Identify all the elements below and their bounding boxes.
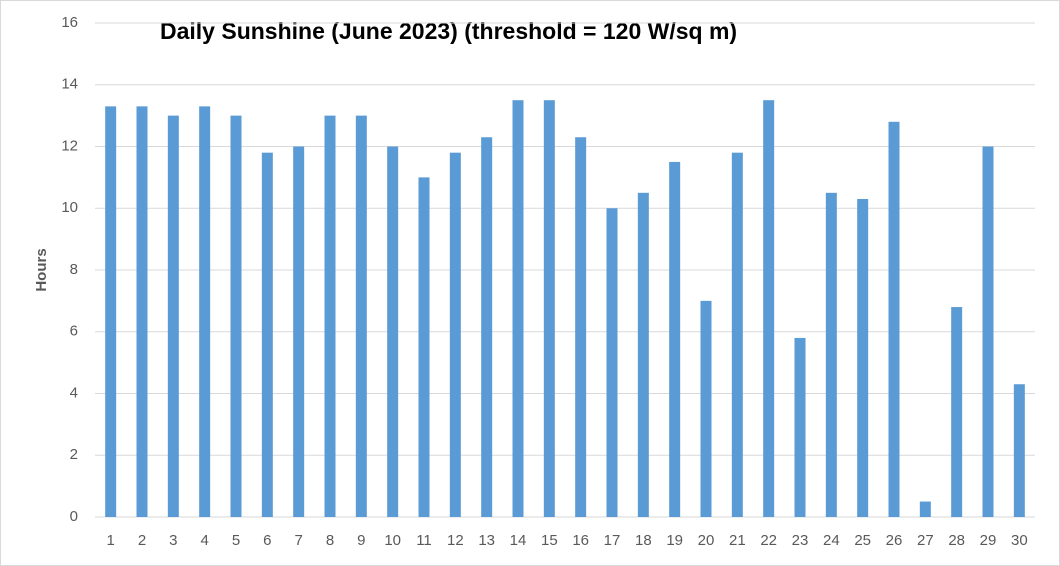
- x-tick-label: 18: [635, 532, 652, 549]
- bar: [700, 300, 712, 517]
- x-tick-label: 24: [823, 532, 840, 549]
- bar: [387, 146, 399, 517]
- bar: [136, 106, 148, 518]
- bar: [543, 100, 555, 517]
- bar: [763, 100, 775, 517]
- y-axis-label: Hours: [33, 248, 50, 291]
- x-tick-label: 4: [200, 532, 208, 549]
- bar: [230, 115, 242, 517]
- x-tick-label: 6: [263, 532, 271, 549]
- x-tick-label: 12: [447, 532, 464, 549]
- bar: [261, 152, 273, 518]
- x-tick-label: 7: [294, 532, 302, 549]
- y-tick-label: 12: [61, 137, 78, 154]
- bar: [888, 121, 900, 518]
- x-tick-label: 22: [760, 532, 777, 549]
- bar: [324, 115, 336, 517]
- bar: [606, 208, 618, 517]
- x-tick-label: 26: [886, 532, 903, 549]
- x-tick-label: 28: [948, 532, 965, 549]
- bar: [919, 501, 931, 517]
- bar: [575, 137, 587, 518]
- y-tick-label: 8: [70, 261, 78, 278]
- x-tick-label: 15: [541, 532, 558, 549]
- y-tick-label: 2: [70, 446, 78, 463]
- x-tick-label: 23: [792, 532, 809, 549]
- x-tick-label: 2: [138, 532, 146, 549]
- bar: [199, 106, 211, 518]
- bar: [481, 137, 493, 518]
- bar: [418, 177, 430, 517]
- bar: [794, 337, 806, 517]
- y-tick-label: 14: [61, 76, 78, 93]
- bar: [105, 106, 117, 518]
- bar: [637, 192, 649, 517]
- x-tick-label: 17: [604, 532, 621, 549]
- bar: [731, 152, 743, 518]
- x-tick-label: 11: [416, 532, 432, 549]
- bar: [857, 198, 869, 518]
- x-tick-label: 21: [729, 532, 746, 549]
- bar: [167, 115, 179, 517]
- x-tick-label: 8: [326, 532, 334, 549]
- bar: [825, 192, 837, 517]
- bar: [982, 146, 994, 517]
- y-tick-label: 6: [70, 323, 78, 340]
- bar: [951, 307, 963, 517]
- x-tick-label: 19: [666, 532, 683, 549]
- x-tick-label: 25: [854, 532, 871, 549]
- x-tick-label: 16: [572, 532, 589, 549]
- x-tick-label: 29: [980, 532, 997, 549]
- bar: [512, 100, 524, 517]
- chart-title: Daily Sunshine (June 2023) (threshold = …: [160, 18, 737, 44]
- x-tick-label: 30: [1011, 532, 1028, 549]
- bar: [293, 146, 305, 517]
- y-tick-label: 0: [70, 508, 78, 525]
- x-tick-label: 10: [384, 532, 401, 549]
- x-tick-label: 27: [917, 532, 934, 549]
- bar: [1013, 384, 1025, 517]
- y-tick-label: 4: [70, 384, 78, 401]
- x-tick-label: 13: [478, 532, 495, 549]
- x-tick-label: 20: [698, 532, 715, 549]
- bar: [355, 115, 367, 517]
- y-tick-label: 16: [61, 14, 78, 31]
- y-tick-label: 10: [61, 199, 78, 216]
- x-tick-label: 14: [510, 532, 527, 549]
- x-tick-label: 3: [169, 532, 177, 549]
- bar: [669, 161, 681, 517]
- x-tick-label: 1: [106, 532, 114, 549]
- x-tick-label: 9: [357, 532, 365, 549]
- x-tick-label: 5: [232, 532, 240, 549]
- bar: [449, 152, 461, 518]
